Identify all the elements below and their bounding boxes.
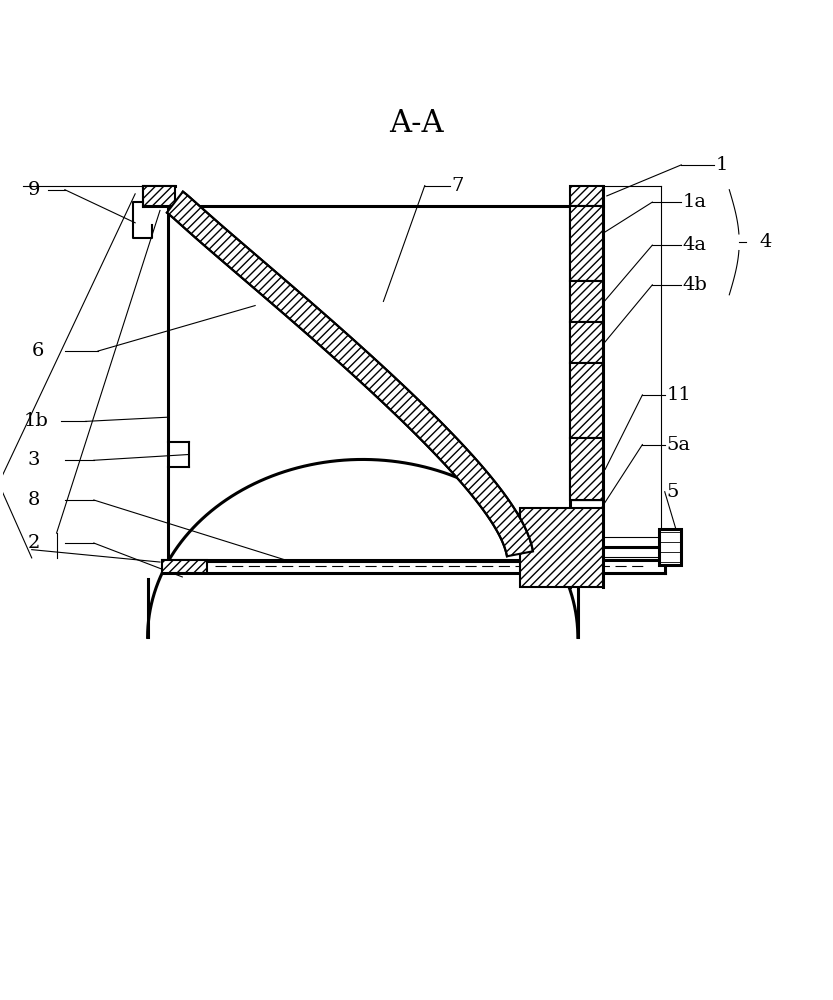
Bar	[570, 186, 602, 206]
Bar	[570, 206, 602, 281]
Text: 5a: 5a	[666, 436, 691, 454]
Text: 4: 4	[760, 233, 772, 251]
Bar	[570, 363, 602, 438]
Text: 1: 1	[716, 156, 728, 174]
Bar	[520, 508, 602, 587]
Text: 11: 11	[666, 386, 691, 404]
Bar	[659, 529, 681, 565]
Text: 7: 7	[451, 177, 464, 195]
Text: 8: 8	[27, 491, 40, 509]
Polygon shape	[167, 192, 533, 556]
Bar	[143, 186, 175, 206]
Bar	[570, 322, 602, 363]
Text: 1b: 1b	[23, 412, 48, 430]
Bar	[570, 438, 602, 500]
Bar	[570, 281, 602, 322]
Text: 2: 2	[27, 534, 40, 552]
Bar	[162, 560, 207, 573]
Text: 4a: 4a	[683, 236, 707, 254]
Text: A-A: A-A	[389, 108, 444, 139]
Text: 1a: 1a	[683, 193, 707, 211]
Text: 5: 5	[666, 483, 679, 501]
Text: 4b: 4b	[683, 276, 708, 294]
Text: 3: 3	[27, 451, 40, 469]
Text: 9: 9	[27, 181, 40, 199]
Text: 6: 6	[32, 342, 44, 360]
